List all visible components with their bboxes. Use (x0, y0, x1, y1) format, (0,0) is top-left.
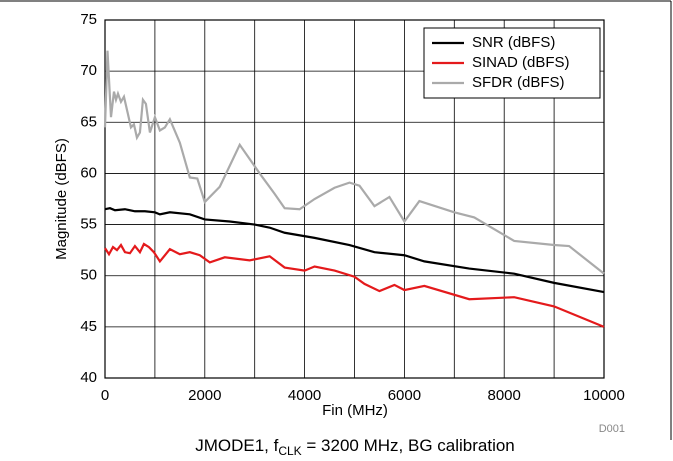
x-tick-label: 10000 (583, 387, 625, 404)
x-axis-label: Fin (MHz) (322, 402, 388, 419)
legend-label: SINAD (dBFS) (472, 54, 570, 71)
x-tick-label: 0 (101, 387, 109, 404)
title-part: JMODE1, f (195, 436, 278, 455)
y-tick-label: 50 (80, 267, 97, 284)
annotation: D001 (599, 423, 625, 435)
y-tick-label: 55 (80, 216, 97, 233)
x-tick-label: 6000 (388, 387, 421, 404)
title-subscript: CLK (278, 444, 301, 458)
legend-label: SFDR (dBFS) (472, 74, 565, 91)
x-tick-label: 4000 (288, 387, 321, 404)
x-tick-label: 8000 (488, 387, 521, 404)
plot-border (104, 19, 605, 379)
y-tick-label: 60 (80, 164, 97, 181)
y-tick-label: 75 (80, 11, 97, 28)
y-tick-label: 65 (80, 113, 97, 130)
series-line (104, 207, 605, 294)
series-line (103, 50, 605, 275)
chart-title: JMODE1, fCLK = 3200 MHz, BG calibration (195, 436, 515, 458)
y-tick-label: 45 (80, 318, 97, 335)
x-tick-label: 2000 (188, 387, 221, 404)
title-part: = 3200 MHz, BG calibration (302, 436, 515, 455)
y-tick-label: 40 (80, 369, 97, 386)
y-axis-label: Magnitude (dBFS) (53, 138, 70, 260)
y-tick-label: 70 (80, 62, 97, 79)
series-line (104, 242, 605, 328)
legend-label: SNR (dBFS) (472, 34, 555, 51)
